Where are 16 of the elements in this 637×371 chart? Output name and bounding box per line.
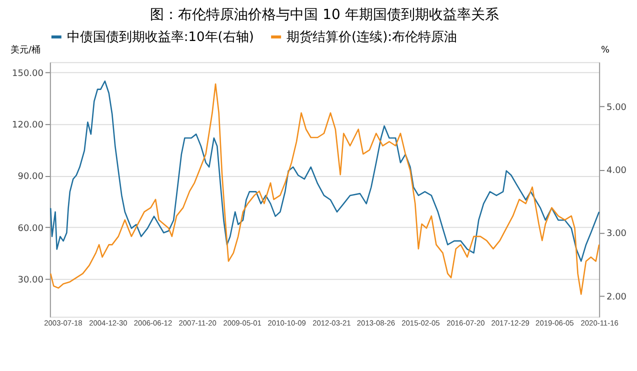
- y2-axis-title: %: [601, 46, 610, 56]
- y-tick-label: 90.00: [18, 172, 44, 182]
- y2-tick-label: 3.00: [606, 229, 627, 240]
- legend-label: 期货结算价(连续):布伦特原油: [286, 30, 458, 45]
- y-tick-label: 30.00: [18, 275, 44, 286]
- y-tick-label: 60.00: [18, 224, 44, 234]
- line-series: [50, 83, 600, 295]
- y-axis-title: 美元/桶: [10, 44, 41, 56]
- y2-tick-label: 4.00: [606, 166, 627, 176]
- line-series: [50, 80, 600, 262]
- chart-title: 图：布伦特原油价格与中国 10 年期国债到期收益率关系: [150, 7, 499, 24]
- legend-label: 中债国债到期收益率:10年(右轴): [66, 28, 254, 45]
- y2-tick-label: 5.00: [606, 102, 627, 113]
- y-tick-label: 150.00: [12, 68, 44, 79]
- y-tick-label: 120.00: [12, 120, 44, 131]
- y2-tick-label: 2.00: [606, 292, 627, 302]
